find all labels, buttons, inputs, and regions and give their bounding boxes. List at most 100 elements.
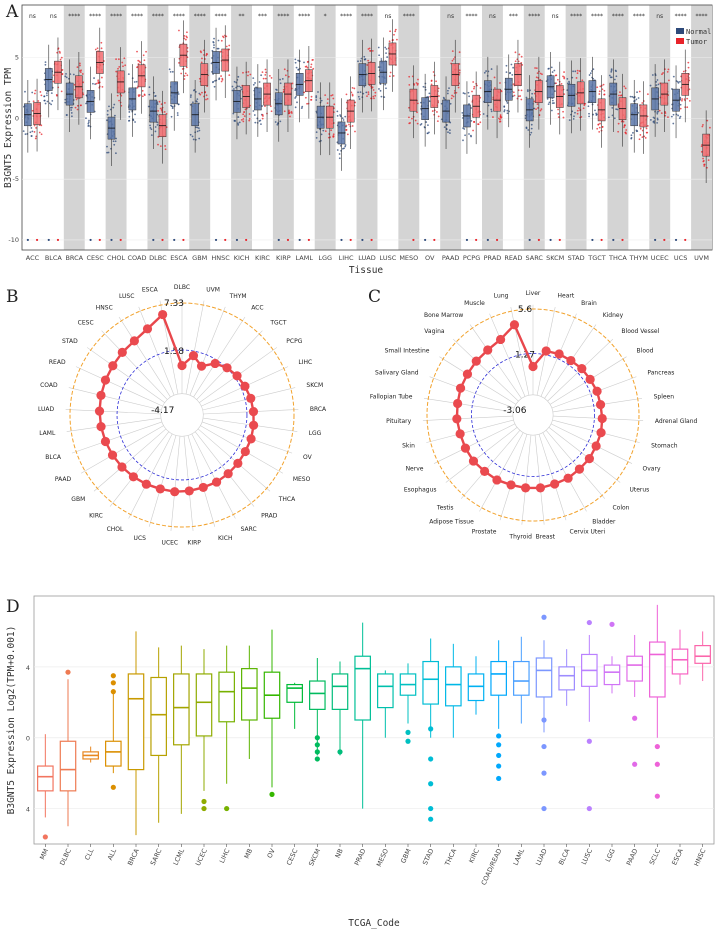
a-outlier-point [245, 238, 248, 242]
a-jitter-point [143, 59, 146, 62]
a-jitter-point [452, 95, 455, 98]
a-jitter-point [336, 110, 339, 113]
radar-category-label: Skin [402, 443, 415, 450]
radar-point [129, 336, 139, 346]
a-jitter-point [279, 82, 282, 85]
a-x-tick-label: UVM [694, 254, 709, 262]
a-jitter-point [652, 116, 655, 119]
a-jitter-point [389, 30, 391, 33]
a-jitter-point [79, 69, 81, 72]
a-jitter-point [33, 92, 36, 95]
a-x-tick-label: CHOL [107, 254, 126, 262]
d-x-tick-label: THCA [443, 847, 458, 868]
radar-point [117, 347, 127, 357]
a-jitter-point [384, 83, 387, 86]
a-jitter-point [511, 73, 514, 76]
a-jitter-point [476, 84, 478, 87]
a-jitter-point [368, 84, 371, 87]
a-jitter-point [148, 93, 151, 96]
a-jitter-point [243, 115, 246, 118]
a-jitter-point [303, 61, 305, 64]
a-jitter-point [587, 105, 590, 108]
a-jitter-point [371, 86, 374, 89]
d-x-tick-label: STAD [421, 847, 435, 866]
a-jitter-point [326, 98, 329, 101]
a-jitter-point [520, 55, 523, 58]
a-jitter-point [219, 50, 222, 53]
a-jitter-point [610, 71, 613, 73]
a-jitter-point [106, 145, 108, 148]
a-jitter-point [235, 86, 238, 89]
radar-spoke [193, 316, 246, 398]
radar-category-label: Bone Marrow [424, 312, 463, 319]
a-x-tick-label: SARC [526, 254, 544, 262]
a-jitter-point [416, 122, 419, 125]
a-jitter-point [624, 87, 627, 90]
radar-category-label: Esophagus [404, 487, 437, 494]
radar-ring-label-inner: -3.06 [503, 406, 527, 416]
a-jitter-point [141, 89, 144, 92]
a-jitter-point [35, 127, 37, 129]
a-jitter-point [562, 116, 565, 119]
a-jitter-point [660, 112, 663, 115]
a-jitter-point [324, 94, 327, 97]
a-jitter-point [39, 91, 42, 93]
a-jitter-point [185, 66, 188, 69]
radar-spoke [542, 432, 587, 512]
a-jitter-point [417, 78, 419, 81]
a-jitter-point [270, 110, 273, 113]
a-jitter-point [295, 95, 297, 98]
a-outlier-point [277, 238, 280, 242]
a-jitter-point [85, 117, 87, 120]
a-jitter-point [563, 93, 566, 96]
radar-point [141, 479, 151, 489]
a-jitter-point [199, 50, 202, 53]
a-jitter-point [505, 64, 508, 67]
d-outlier-point [314, 749, 320, 755]
a-boxes [22, 19, 711, 242]
a-jitter-point [357, 95, 360, 98]
a-jitter-point [326, 102, 329, 105]
radar-point [452, 414, 462, 424]
a-jitter-point [225, 45, 228, 48]
radar-category-label: PAAD [55, 476, 72, 483]
radar-inner-ring [160, 393, 204, 437]
a-jitter-point [385, 48, 388, 50]
panel-a: A ACC BLCA BRCA CESC CHOL COAD DLBC ESCA GBM HNSC… [3, 2, 713, 276]
a-jitter-point [642, 100, 645, 102]
a-jitter-point [145, 50, 147, 53]
radar-point [509, 320, 520, 330]
a-jitter-point [163, 102, 166, 104]
a-jitter-point [503, 106, 506, 108]
d-box [626, 655, 643, 682]
d-box [331, 673, 349, 710]
a-jitter-point [607, 116, 610, 119]
a-jitter-point [702, 124, 704, 126]
radar-point [566, 355, 576, 366]
a-jitter-point [228, 44, 231, 47]
a-jitter-point [196, 100, 198, 103]
radar-spoke [548, 427, 621, 483]
a-jitter-point [550, 109, 553, 112]
a-jitter-point [536, 103, 539, 106]
a-jitter-point [613, 78, 616, 81]
d-outlier-point [110, 689, 116, 695]
a-jitter-point [157, 143, 159, 146]
a-jitter-point [180, 72, 183, 75]
radar-spoke [452, 338, 519, 402]
a-jitter-point [686, 106, 689, 109]
a-jitter-point [527, 90, 529, 93]
a-jitter-point [499, 118, 501, 121]
a-jitter-point [339, 114, 341, 116]
a-jitter-point [320, 133, 323, 136]
a-jitter-point [220, 75, 222, 77]
a-jitter-point [204, 91, 207, 93]
a-jitter-point [61, 72, 64, 75]
radar-spoke [499, 434, 528, 521]
a-jitter-point [380, 95, 383, 98]
radar-point [592, 386, 602, 396]
d-outlier-point [428, 726, 434, 732]
a-x-tick-label: SKCM [546, 254, 564, 262]
a-jitter-point [147, 105, 150, 108]
radar-spoke [521, 435, 532, 525]
